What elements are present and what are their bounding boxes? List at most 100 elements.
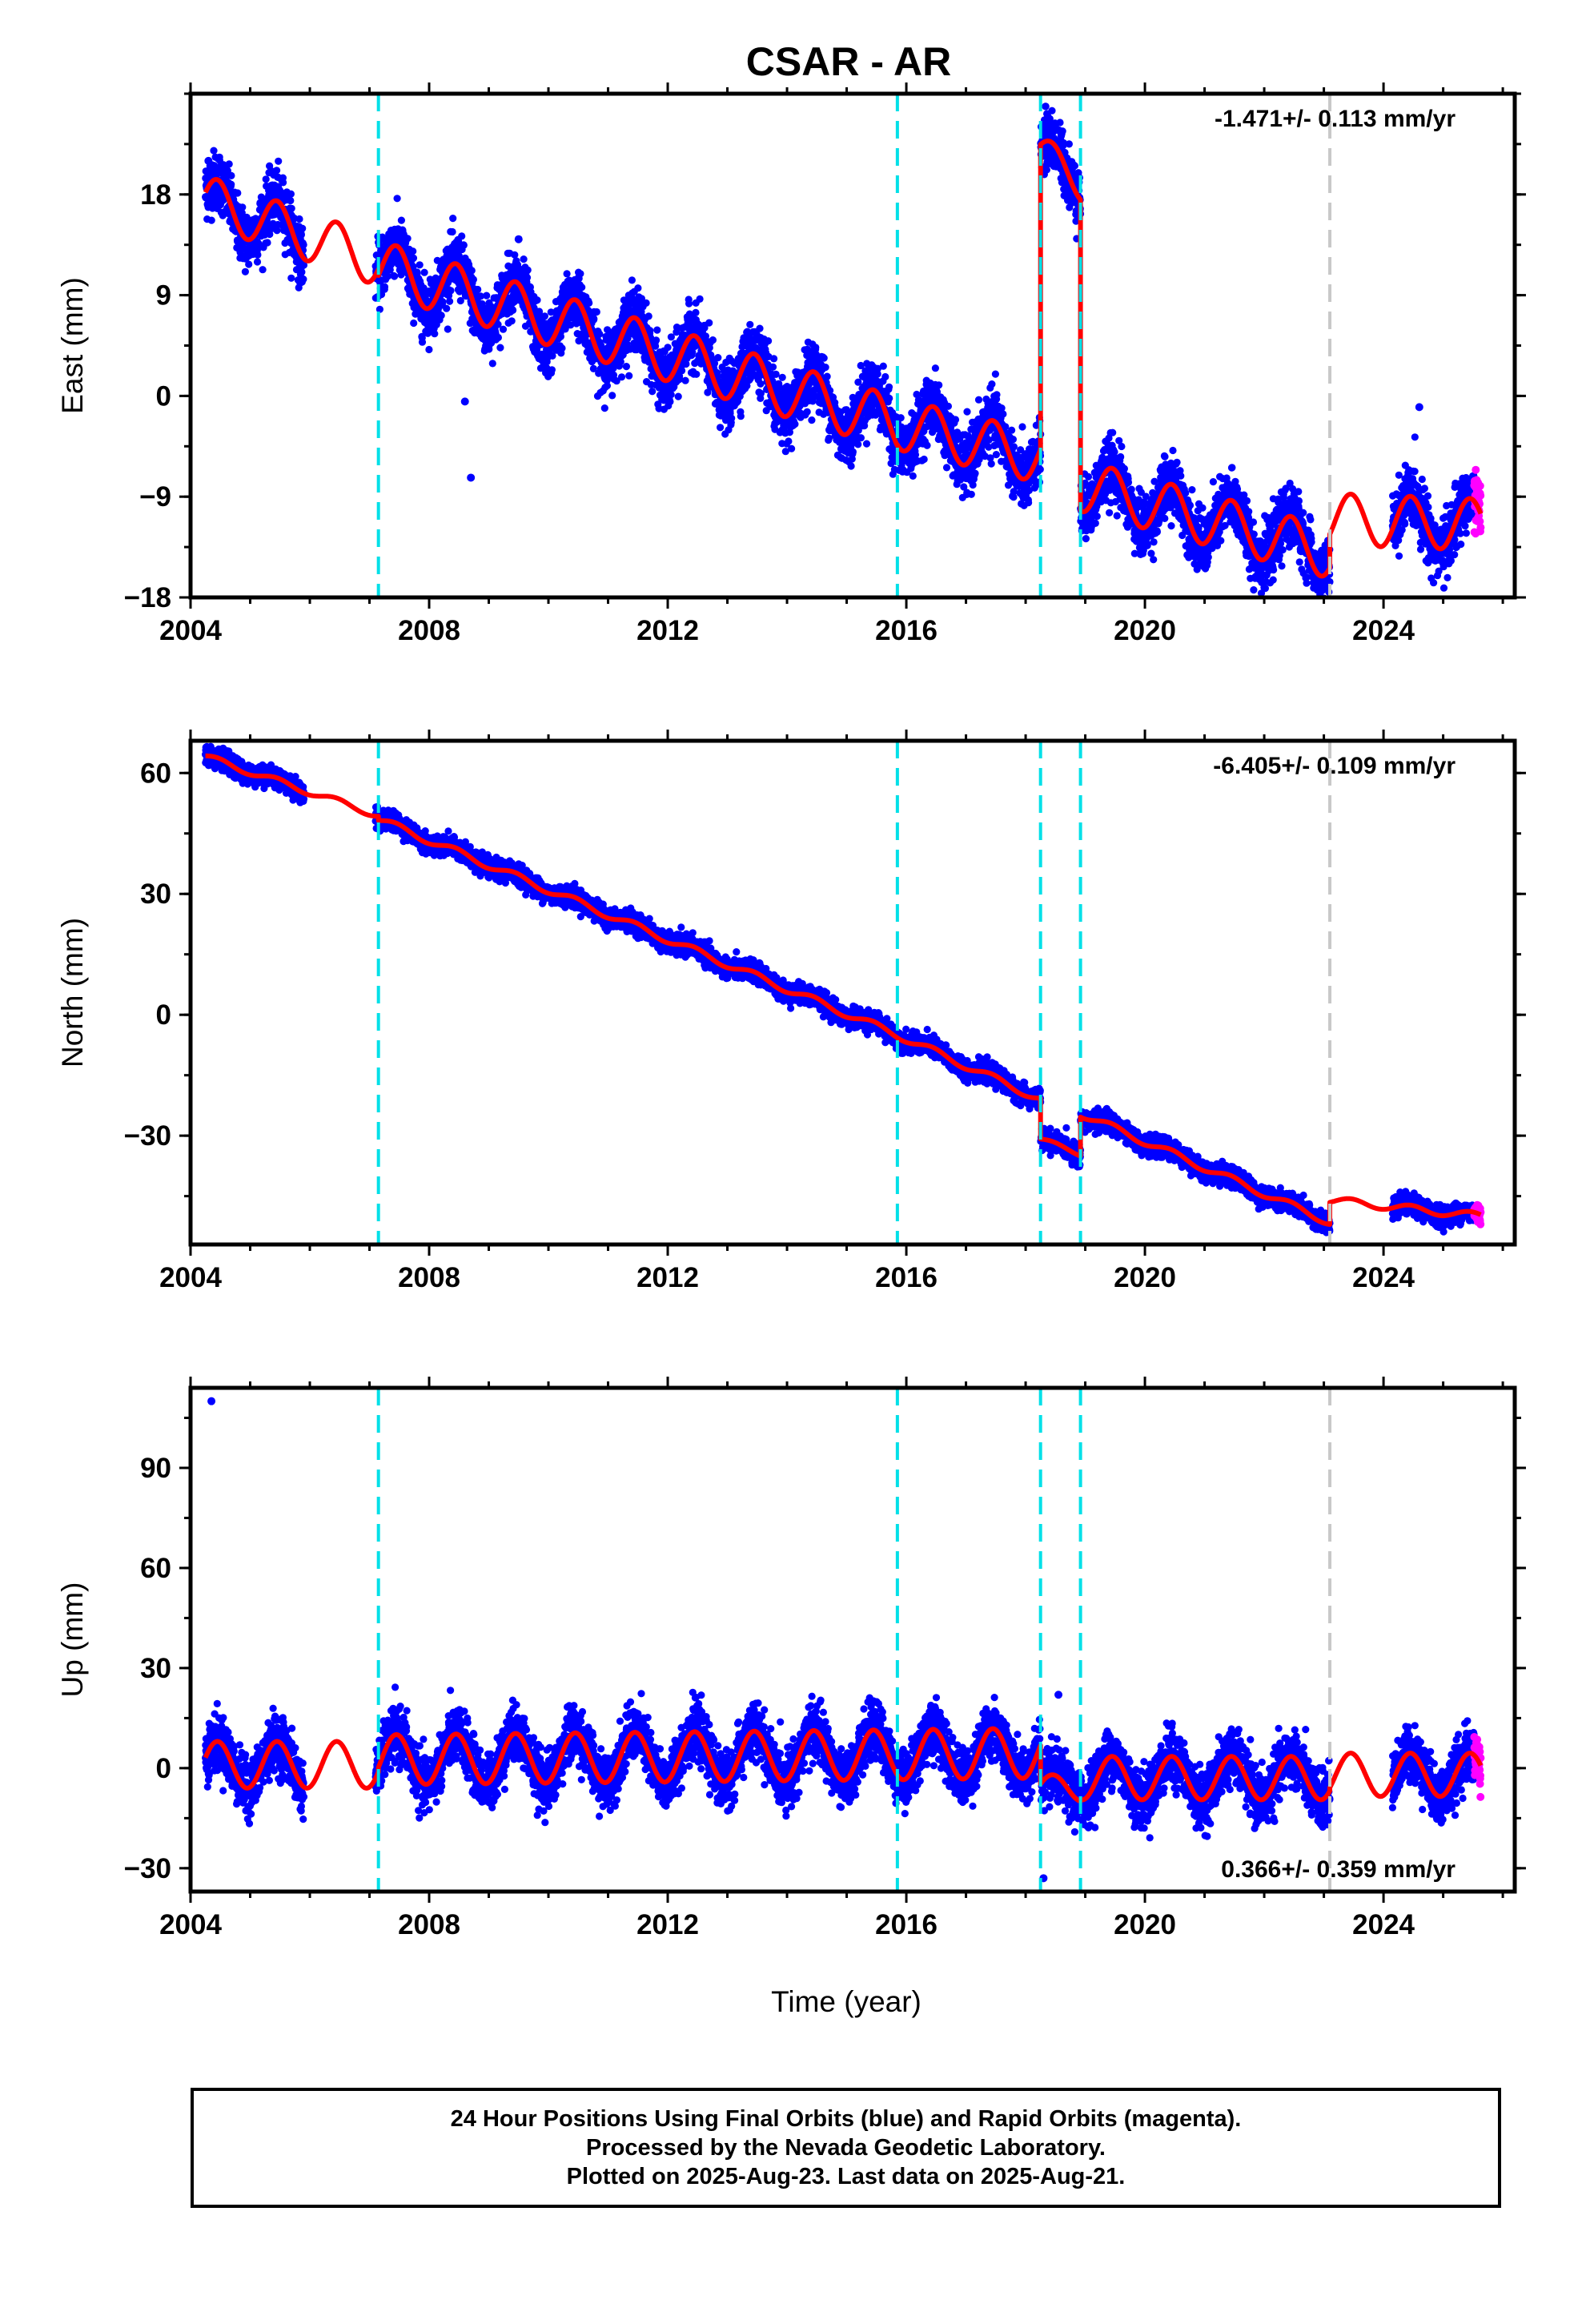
final-point bbox=[920, 455, 928, 464]
final-point bbox=[275, 157, 283, 165]
final-point bbox=[458, 232, 466, 240]
final-point bbox=[262, 175, 270, 183]
final-point bbox=[634, 284, 642, 292]
final-point bbox=[987, 460, 995, 468]
final-point bbox=[648, 388, 656, 396]
final-point bbox=[944, 402, 952, 410]
final-point bbox=[287, 190, 295, 198]
final-point bbox=[600, 404, 608, 412]
final-point bbox=[448, 227, 456, 236]
final-point bbox=[666, 398, 674, 406]
final-point bbox=[254, 251, 262, 259]
final-point bbox=[1082, 535, 1090, 543]
final-point bbox=[674, 392, 682, 400]
final-point bbox=[383, 272, 391, 280]
final-point bbox=[263, 239, 271, 247]
final-point bbox=[295, 215, 303, 223]
final-point bbox=[756, 324, 764, 332]
final-point bbox=[449, 215, 457, 223]
final-point bbox=[692, 308, 700, 316]
final-point bbox=[653, 326, 661, 334]
final-point bbox=[705, 319, 713, 327]
final-point bbox=[409, 247, 417, 255]
final-point bbox=[1002, 423, 1010, 431]
final-point bbox=[942, 464, 951, 472]
final-point bbox=[963, 408, 971, 416]
final-point bbox=[625, 372, 633, 380]
final-point bbox=[425, 345, 433, 354]
final-point bbox=[1036, 465, 1044, 473]
final-point bbox=[494, 333, 503, 342]
final-point bbox=[1084, 472, 1093, 481]
final-point bbox=[420, 268, 428, 276]
final-point bbox=[592, 308, 600, 316]
chart-title: CSAR - AR bbox=[746, 39, 951, 84]
final-point bbox=[404, 235, 412, 243]
final-point bbox=[617, 373, 626, 381]
final-point bbox=[808, 416, 816, 424]
final-point bbox=[558, 344, 566, 352]
final-point bbox=[584, 306, 592, 315]
final-point bbox=[547, 308, 555, 316]
final-point bbox=[418, 338, 427, 346]
final-point bbox=[439, 298, 447, 306]
final-point bbox=[664, 344, 672, 352]
final-point bbox=[494, 320, 502, 328]
final-point bbox=[273, 167, 281, 175]
final-point bbox=[709, 336, 717, 344]
final-point bbox=[652, 336, 661, 344]
final-point bbox=[563, 270, 571, 278]
final-point bbox=[967, 490, 975, 498]
final-point bbox=[909, 472, 917, 480]
final-point bbox=[238, 209, 246, 217]
final-point bbox=[299, 241, 307, 249]
final-point bbox=[431, 330, 439, 338]
final-point bbox=[227, 171, 235, 179]
final-point bbox=[1018, 423, 1026, 431]
east-data-points bbox=[202, 103, 1485, 597]
final-point bbox=[259, 266, 267, 274]
final-point bbox=[299, 261, 308, 269]
final-point bbox=[881, 372, 889, 381]
final-point bbox=[1056, 119, 1064, 127]
final-point bbox=[556, 332, 565, 340]
final-point bbox=[297, 231, 305, 239]
final-point bbox=[210, 147, 218, 155]
final-point bbox=[728, 414, 736, 422]
final-point bbox=[273, 227, 281, 235]
final-point bbox=[923, 441, 931, 449]
final-point bbox=[476, 292, 485, 300]
final-point bbox=[757, 380, 765, 388]
final-point bbox=[483, 292, 491, 300]
final-point bbox=[622, 363, 631, 371]
final-point bbox=[207, 216, 215, 224]
final-point bbox=[227, 180, 235, 188]
final-point bbox=[456, 296, 464, 305]
final-point bbox=[681, 376, 689, 384]
final-point bbox=[590, 315, 598, 323]
final-point bbox=[409, 263, 417, 271]
final-point bbox=[548, 366, 556, 374]
final-point bbox=[225, 160, 233, 168]
final-point bbox=[239, 203, 247, 211]
final-point bbox=[409, 254, 418, 262]
final-point bbox=[1009, 436, 1017, 444]
final-point bbox=[820, 354, 828, 362]
final-point bbox=[567, 321, 575, 329]
final-point bbox=[935, 381, 943, 389]
final-point bbox=[234, 189, 242, 197]
final-point bbox=[1008, 426, 1016, 434]
final-point bbox=[391, 272, 399, 280]
final-point bbox=[375, 305, 383, 313]
final-point bbox=[628, 276, 636, 284]
final-point bbox=[287, 196, 295, 205]
final-point bbox=[993, 391, 1001, 399]
final-point bbox=[746, 320, 754, 328]
final-point bbox=[446, 297, 454, 305]
final-point bbox=[576, 270, 584, 278]
final-point bbox=[380, 283, 389, 291]
final-point bbox=[488, 360, 496, 368]
final-point bbox=[266, 230, 274, 239]
final-point bbox=[444, 325, 452, 333]
